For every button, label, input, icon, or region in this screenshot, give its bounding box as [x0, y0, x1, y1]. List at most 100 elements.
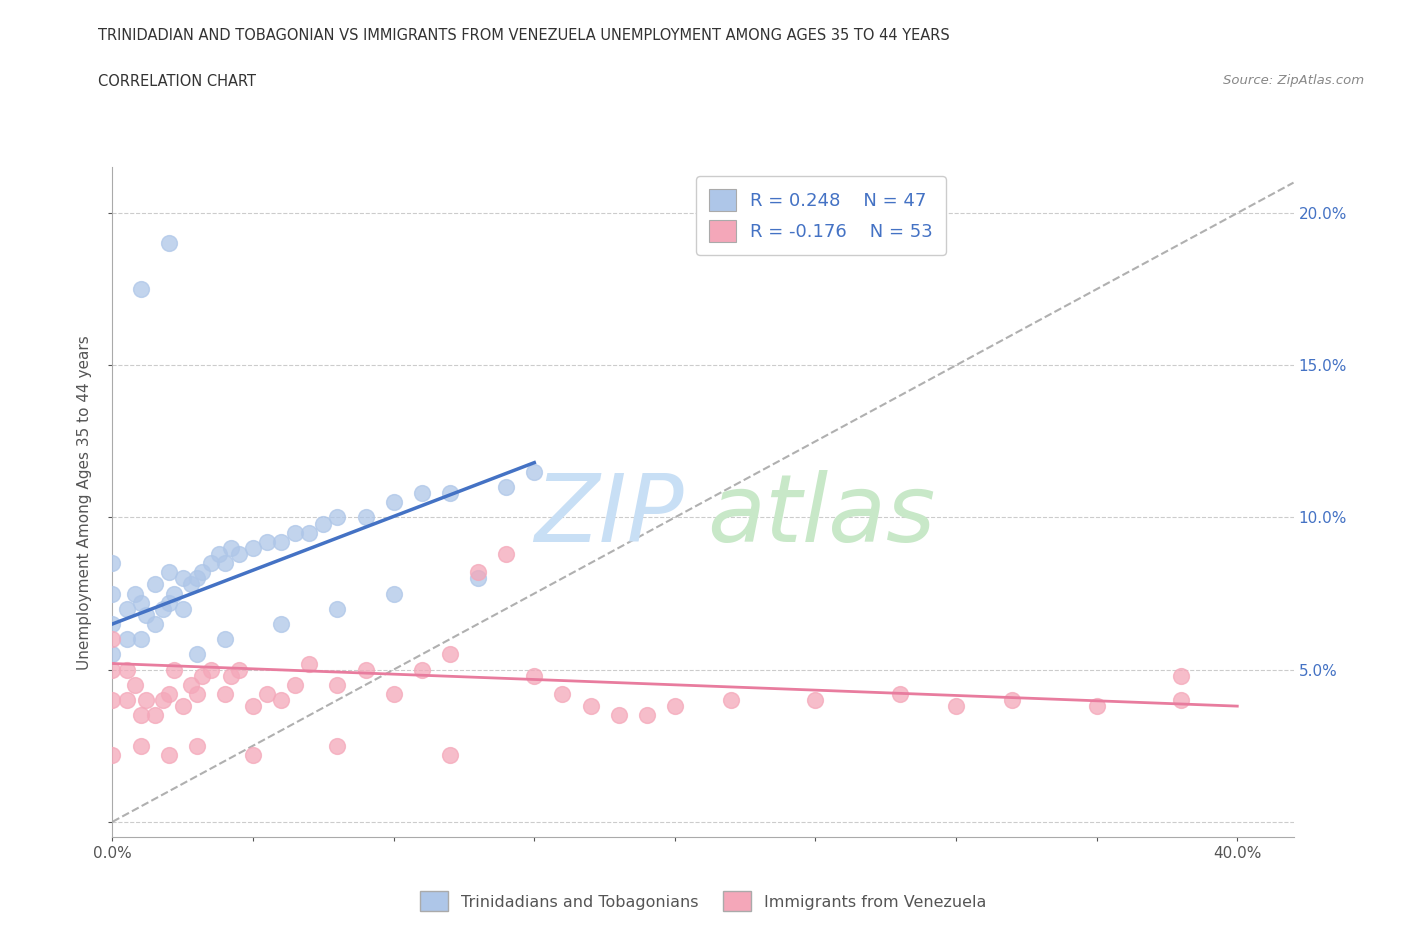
Point	[551, 686, 574, 701]
Point	[284, 525, 307, 540]
Point	[523, 464, 546, 479]
Point	[256, 686, 278, 701]
Point	[382, 686, 405, 701]
Point	[214, 555, 236, 570]
Point	[242, 748, 264, 763]
Point	[354, 662, 377, 677]
Point	[180, 677, 202, 692]
Point	[720, 693, 742, 708]
Point	[152, 602, 174, 617]
Point	[135, 693, 157, 708]
Point	[101, 586, 124, 601]
Text: Source: ZipAtlas.com: Source: ZipAtlas.com	[1223, 74, 1364, 87]
Point	[326, 602, 349, 617]
Legend: R = 0.248    N = 47, R = -0.176    N = 53: R = 0.248 N = 47, R = -0.176 N = 53	[696, 177, 946, 255]
Point	[143, 708, 166, 723]
Point	[219, 540, 242, 555]
Point	[382, 495, 405, 510]
Point	[129, 282, 152, 297]
Y-axis label: Unemployment Among Ages 35 to 44 years: Unemployment Among Ages 35 to 44 years	[77, 335, 93, 670]
Point	[129, 738, 152, 753]
Point	[242, 698, 264, 713]
Point	[284, 677, 307, 692]
Point	[191, 565, 214, 579]
Point	[135, 607, 157, 622]
Point	[439, 647, 461, 662]
Point	[101, 555, 124, 570]
Point	[439, 485, 461, 500]
Point	[1170, 693, 1192, 708]
Point	[228, 662, 250, 677]
Point	[115, 631, 138, 646]
Point	[200, 555, 222, 570]
Point	[129, 631, 152, 646]
Point	[115, 602, 138, 617]
Point	[467, 571, 489, 586]
Point	[143, 577, 166, 591]
Text: atlas: atlas	[707, 470, 935, 561]
Point	[172, 698, 194, 713]
Point	[191, 669, 214, 684]
Point	[242, 540, 264, 555]
Point	[411, 662, 433, 677]
Point	[115, 693, 138, 708]
Point	[439, 748, 461, 763]
Point	[101, 617, 124, 631]
Legend: Trinidadians and Tobagonians, Immigrants from Venezuela: Trinidadians and Tobagonians, Immigrants…	[413, 885, 993, 917]
Point	[523, 669, 546, 684]
Point	[354, 510, 377, 525]
Point	[180, 577, 202, 591]
Point	[1001, 693, 1024, 708]
Point	[889, 686, 911, 701]
Point	[214, 686, 236, 701]
Point	[115, 662, 138, 677]
Point	[326, 510, 349, 525]
Point	[298, 656, 321, 671]
Point	[945, 698, 967, 713]
Point	[157, 686, 180, 701]
Point	[208, 547, 231, 562]
Point	[326, 677, 349, 692]
Point	[157, 236, 180, 251]
Point	[101, 631, 124, 646]
Point	[228, 547, 250, 562]
Point	[270, 693, 292, 708]
Point	[157, 748, 180, 763]
Point	[312, 516, 335, 531]
Point	[214, 631, 236, 646]
Point	[129, 708, 152, 723]
Point	[101, 647, 124, 662]
Point	[186, 738, 208, 753]
Point	[163, 586, 186, 601]
Point	[129, 595, 152, 610]
Point	[200, 662, 222, 677]
Point	[124, 677, 146, 692]
Point	[326, 738, 349, 753]
Point	[186, 686, 208, 701]
Point	[143, 617, 166, 631]
Point	[186, 647, 208, 662]
Point	[664, 698, 686, 713]
Point	[256, 535, 278, 550]
Point	[636, 708, 658, 723]
Point	[411, 485, 433, 500]
Point	[804, 693, 827, 708]
Point	[152, 693, 174, 708]
Point	[495, 480, 517, 495]
Point	[124, 586, 146, 601]
Point	[270, 617, 292, 631]
Point	[382, 586, 405, 601]
Point	[467, 565, 489, 579]
Point	[1170, 669, 1192, 684]
Point	[101, 748, 124, 763]
Point	[219, 669, 242, 684]
Text: ZIP: ZIP	[534, 470, 683, 561]
Point	[163, 662, 186, 677]
Point	[579, 698, 602, 713]
Point	[270, 535, 292, 550]
Point	[157, 595, 180, 610]
Point	[101, 662, 124, 677]
Point	[186, 571, 208, 586]
Point	[298, 525, 321, 540]
Text: CORRELATION CHART: CORRELATION CHART	[98, 74, 256, 89]
